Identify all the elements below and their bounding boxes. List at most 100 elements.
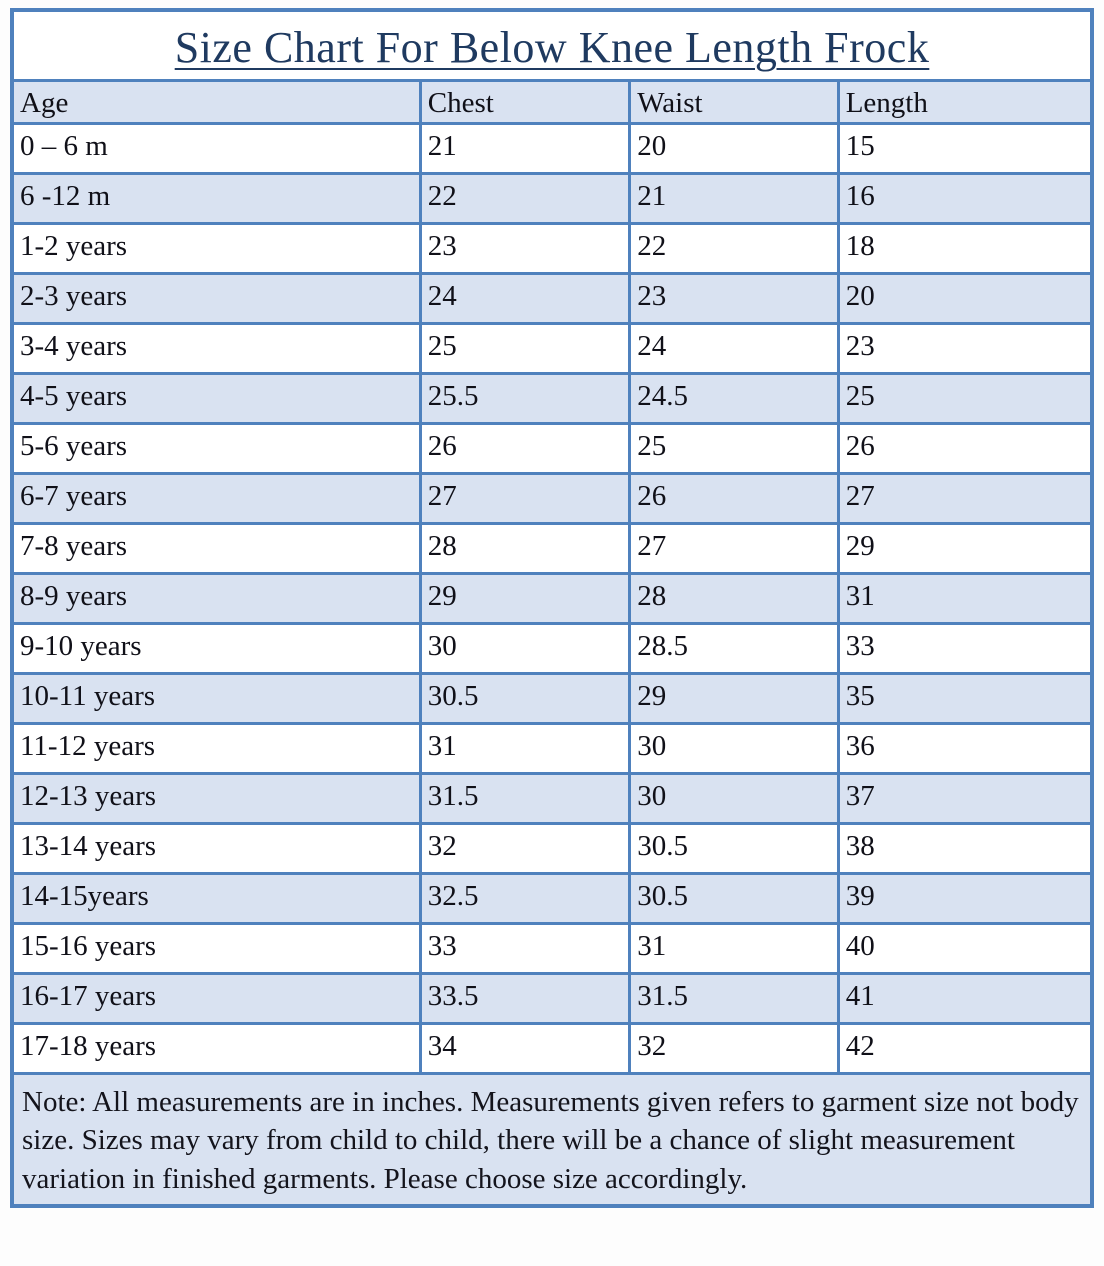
cell-length: 40: [836, 922, 1094, 975]
cell-waist: 20: [628, 122, 840, 175]
header-cell-waist: Waist: [628, 79, 840, 125]
cell-waist: 30.5: [628, 822, 840, 875]
cell-chest: 34: [418, 1022, 632, 1075]
table-row: 0 – 6 m 21 20 15: [10, 122, 1094, 175]
cell-chest: 23: [418, 222, 632, 275]
cell-length: 15: [836, 122, 1094, 175]
table-row: 4-5 years 25.5 24.5 25: [10, 372, 1094, 425]
table-row: 6-7 years 27 26 27: [10, 472, 1094, 525]
table-header-row: Age Chest Waist Length: [10, 79, 1094, 125]
table-row: 7-8 years 28 27 29: [10, 522, 1094, 575]
cell-chest: 26: [418, 422, 632, 475]
cell-age: 0 – 6 m: [10, 122, 422, 175]
cell-chest: 33: [418, 922, 632, 975]
cell-age: 6 -12 m: [10, 172, 422, 225]
cell-waist: 24.5: [628, 372, 840, 425]
cell-length: 27: [836, 472, 1094, 525]
cell-age: 14-15years: [10, 872, 422, 925]
table-row: 16-17 years 33.5 31.5 41: [10, 972, 1094, 1025]
cell-waist: 21: [628, 172, 840, 225]
cell-chest: 33.5: [418, 972, 632, 1025]
table-row: 10-11 years 30.5 29 35: [10, 672, 1094, 725]
table-row: 13-14 years 32 30.5 38: [10, 822, 1094, 875]
cell-length: 41: [836, 972, 1094, 1025]
cell-waist: 28: [628, 572, 840, 625]
cell-length: 23: [836, 322, 1094, 375]
note-row: Note: All measurements are in inches. Me…: [10, 1071, 1094, 1208]
cell-waist: 28.5: [628, 622, 840, 675]
cell-age: 10-11 years: [10, 672, 422, 725]
table-row: 12-13 years 31.5 30 37: [10, 772, 1094, 825]
cell-length: 26: [836, 422, 1094, 475]
cell-chest: 24: [418, 272, 632, 325]
cell-age: 1-2 years: [10, 222, 422, 275]
note-text: Note: All measurements are in inches. Me…: [10, 1071, 1094, 1208]
cell-age: 2-3 years: [10, 272, 422, 325]
cell-age: 3-4 years: [10, 322, 422, 375]
cell-waist: 25: [628, 422, 840, 475]
cell-chest: 30: [418, 622, 632, 675]
cell-length: 37: [836, 772, 1094, 825]
cell-length: 16: [836, 172, 1094, 225]
cell-waist: 29: [628, 672, 840, 725]
cell-age: 17-18 years: [10, 1022, 422, 1075]
size-chart-table: Size Chart For Below Knee Length Frock A…: [10, 8, 1094, 1208]
table-row: 5-6 years 26 25 26: [10, 422, 1094, 475]
cell-chest: 31.5: [418, 772, 632, 825]
cell-chest: 31: [418, 722, 632, 775]
table-row: 11-12 years 31 30 36: [10, 722, 1094, 775]
cell-age: 15-16 years: [10, 922, 422, 975]
cell-length: 38: [836, 822, 1094, 875]
cell-age: 8-9 years: [10, 572, 422, 625]
cell-waist: 30.5: [628, 872, 840, 925]
cell-length: 36: [836, 722, 1094, 775]
cell-length: 35: [836, 672, 1094, 725]
table-row: 9-10 years 30 28.5 33: [10, 622, 1094, 675]
table-row: 15-16 years 33 31 40: [10, 922, 1094, 975]
cell-waist: 31: [628, 922, 840, 975]
cell-waist: 30: [628, 772, 840, 825]
cell-age: 5-6 years: [10, 422, 422, 475]
table-row: 1-2 years 23 22 18: [10, 222, 1094, 275]
table-row: 17-18 years 34 32 42: [10, 1022, 1094, 1075]
table-row: 2-3 years 24 23 20: [10, 272, 1094, 325]
cell-waist: 27: [628, 522, 840, 575]
cell-age: 9-10 years: [10, 622, 422, 675]
cell-age: 7-8 years: [10, 522, 422, 575]
header-cell-age: Age: [10, 79, 422, 125]
table-row: 8-9 years 29 28 31: [10, 572, 1094, 625]
title-row: Size Chart For Below Knee Length Frock: [10, 8, 1094, 82]
cell-chest: 30.5: [418, 672, 632, 725]
cell-chest: 32.5: [418, 872, 632, 925]
cell-waist: 24: [628, 322, 840, 375]
cell-age: 16-17 years: [10, 972, 422, 1025]
cell-length: 25: [836, 372, 1094, 425]
cell-chest: 28: [418, 522, 632, 575]
cell-length: 29: [836, 522, 1094, 575]
cell-length: 42: [836, 1022, 1094, 1075]
cell-length: 39: [836, 872, 1094, 925]
header-cell-length: Length: [836, 79, 1094, 125]
cell-age: 12-13 years: [10, 772, 422, 825]
cell-chest: 27: [418, 472, 632, 525]
cell-waist: 23: [628, 272, 840, 325]
cell-chest: 25: [418, 322, 632, 375]
cell-chest: 32: [418, 822, 632, 875]
header-cell-chest: Chest: [418, 79, 632, 125]
cell-waist: 22: [628, 222, 840, 275]
cell-length: 20: [836, 272, 1094, 325]
cell-waist: 30: [628, 722, 840, 775]
title-cell: Size Chart For Below Knee Length Frock: [10, 8, 1094, 82]
cell-length: 31: [836, 572, 1094, 625]
cell-length: 18: [836, 222, 1094, 275]
cell-age: 13-14 years: [10, 822, 422, 875]
table-row: 3-4 years 25 24 23: [10, 322, 1094, 375]
cell-length: 33: [836, 622, 1094, 675]
cell-chest: 22: [418, 172, 632, 225]
cell-waist: 32: [628, 1022, 840, 1075]
cell-chest: 29: [418, 572, 632, 625]
cell-waist: 31.5: [628, 972, 840, 1025]
table-row: 6 -12 m 22 21 16: [10, 172, 1094, 225]
cell-age: 11-12 years: [10, 722, 422, 775]
